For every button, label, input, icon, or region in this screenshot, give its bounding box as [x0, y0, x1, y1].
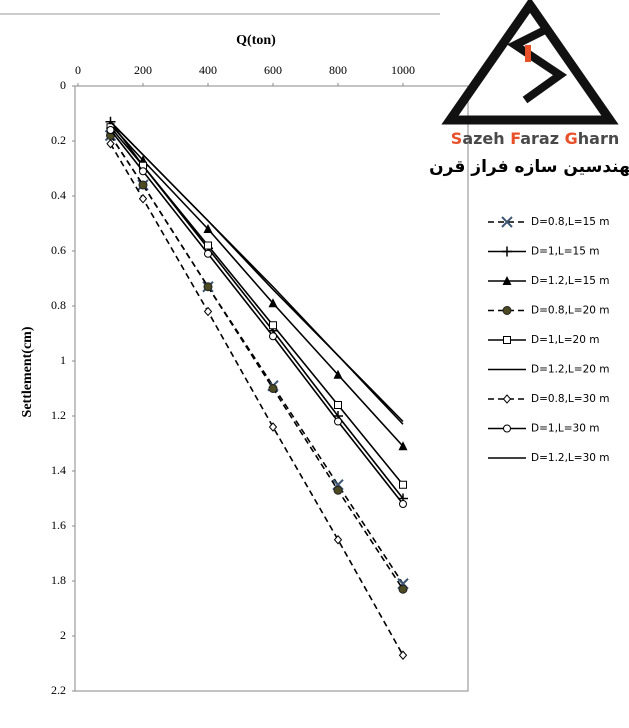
marker	[502, 394, 512, 404]
marker	[502, 246, 512, 257]
marker	[269, 332, 277, 341]
y-tick-label: 1.8	[51, 573, 66, 587]
x-tick-label: 200	[134, 63, 152, 77]
marker	[501, 216, 513, 228]
marker	[503, 424, 511, 433]
marker	[399, 480, 407, 489]
marker	[398, 584, 408, 594]
marker	[203, 282, 213, 292]
marker	[333, 369, 343, 379]
series-line	[109, 123, 404, 447]
series-line	[109, 135, 404, 590]
y-tick-label: 1.6	[51, 518, 66, 532]
marker	[502, 306, 512, 315]
y-tick-label: 2.2	[51, 683, 66, 697]
y-tick-label: 0.4	[51, 188, 66, 202]
marker	[268, 384, 278, 393]
legend-label: D=1,L=15 m	[531, 246, 599, 258]
marker	[139, 167, 147, 176]
logo-name-part: G	[565, 129, 578, 148]
marker	[106, 126, 115, 134]
x-tick-label: 1000	[391, 63, 415, 77]
legend-label: D=0.8,L=20 m	[531, 305, 610, 317]
marker	[334, 417, 342, 426]
y-tick-label: 0.8	[51, 298, 66, 312]
series-line	[109, 121, 404, 499]
marker	[333, 534, 343, 545]
legend-label: D=1,L=30 m	[531, 423, 599, 435]
marker	[203, 224, 213, 233]
x-tick-label: 800	[329, 63, 347, 77]
logo-shape	[507, 26, 568, 104]
series-line	[109, 121, 404, 425]
marker	[106, 138, 115, 149]
y-tick-label: 2	[60, 628, 66, 642]
series-line	[109, 126, 404, 486]
series-line	[109, 143, 404, 656]
marker	[269, 321, 277, 330]
marker	[503, 336, 511, 344]
marker	[399, 500, 407, 508]
series-line	[109, 129, 404, 505]
marker	[204, 249, 212, 258]
marker	[398, 650, 408, 661]
y-tick-label: 0.2	[51, 133, 66, 147]
marker	[398, 441, 408, 451]
marker	[138, 193, 148, 204]
logo-name-part: azeh	[462, 129, 510, 148]
logo-name-part: F	[510, 129, 520, 148]
logo-name-part: S	[451, 129, 463, 148]
logo-name-part: araz	[520, 129, 564, 148]
marker	[138, 180, 148, 190]
y-axis-title: Settlement(cm)	[20, 326, 35, 417]
y-tick-label: 1	[60, 353, 66, 367]
marker	[203, 306, 213, 317]
marker	[333, 485, 343, 495]
marker	[204, 241, 212, 250]
marker	[334, 401, 342, 409]
logo-persian: مهندسین سازه فراز قرن	[429, 157, 629, 177]
logo-shape	[441, 0, 619, 125]
legend-label: D=1.2,L=20 m	[531, 364, 610, 376]
logo-name-part: harn	[578, 129, 619, 148]
y-tick-label: 0	[60, 78, 66, 92]
x-tick-label: 0	[75, 63, 81, 77]
x-tick-label: 600	[264, 63, 282, 77]
marker	[268, 298, 278, 308]
marker	[268, 422, 278, 432]
marker	[502, 276, 512, 285]
y-tick-label: 0.6	[51, 243, 66, 257]
x-tick-label: 400	[199, 63, 217, 77]
legend-label: D=1,L=20 m	[531, 334, 599, 346]
logo: Sazeh Faraz Gharn مهندسین سازه فراز قرن	[429, 0, 629, 177]
legend-label: D=0.8,L=15 m	[531, 216, 610, 228]
legend-label: D=1.2,L=15 m	[531, 275, 610, 287]
legend-label: D=0.8,L=30 m	[531, 393, 610, 405]
logo-name: Sazeh Faraz Gharn	[451, 129, 619, 148]
plot-frame	[74, 85, 469, 692]
legend-label: D=1.2,L=30 m	[531, 452, 610, 464]
y-tick-label: 1.2	[51, 408, 66, 422]
x-axis-title: Q(ton)	[236, 33, 276, 48]
y-tick-label: 1.4	[51, 463, 66, 477]
